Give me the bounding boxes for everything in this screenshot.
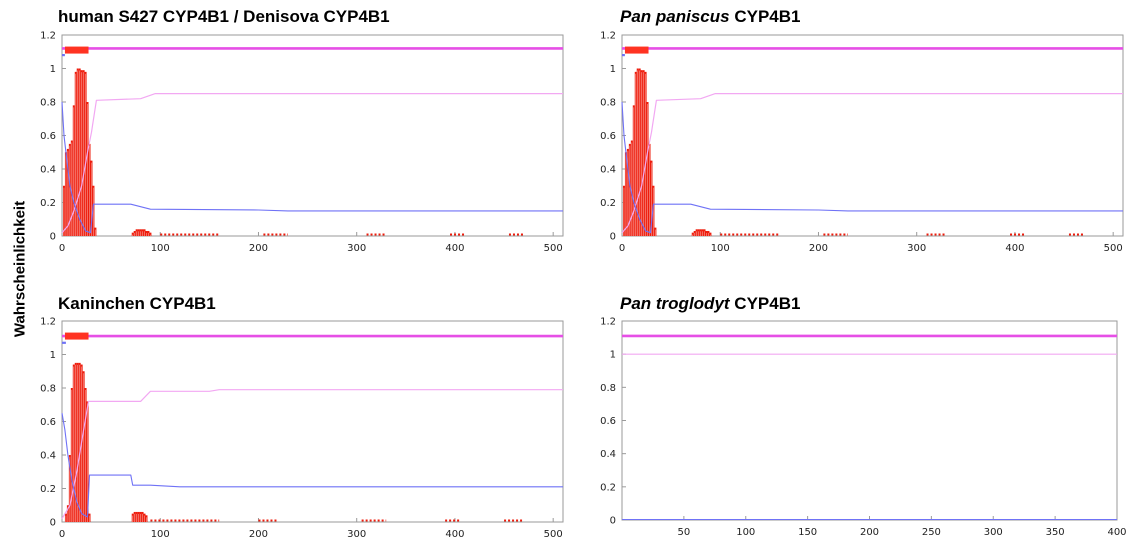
- y-tick-label: 1: [50, 350, 56, 361]
- probability-bar: [131, 232, 134, 236]
- chart-panel-human-denisova: human S427 CYP4B1 / Denisova CYP4B1 0 0.2…: [0, 0, 570, 270]
- chart-svg: 0 0.2 0.4 0.6 0.8 1 1.2 0 100 200 300 400 500: [40, 317, 564, 539]
- x-tick-label: 200: [249, 529, 268, 539]
- y-tick-label: 0.2: [40, 198, 56, 209]
- x-tick-label: 100: [736, 527, 755, 538]
- y-tick-label: 0: [610, 516, 616, 527]
- x-tick-label: 500: [544, 243, 563, 254]
- panel-title: human S427 CYP4B1 / Denisova CYP4B1: [58, 7, 390, 27]
- x-tick-label: 400: [445, 243, 464, 254]
- x-tick-label: 100: [151, 243, 170, 254]
- x-tick-label: 400: [1005, 243, 1024, 254]
- probability-bar: [691, 232, 694, 236]
- series-line-blue: [621, 101, 1123, 234]
- x-tick-label: 100: [151, 529, 170, 539]
- x-tick-label: 100: [711, 243, 730, 254]
- signal-marker-bar: [624, 46, 649, 54]
- panel-title-suffix: CYP4B1: [729, 7, 801, 26]
- y-tick-label: 0: [610, 232, 616, 243]
- x-tick-label: 500: [1104, 243, 1123, 254]
- y-tick-label: 0: [50, 232, 56, 243]
- signal-marker-bar: [64, 46, 89, 54]
- x-tick-label: 200: [249, 243, 268, 254]
- series-line-thin-pink: [621, 92, 1123, 234]
- chart-panel-pan-troglodyt: Pan troglodyt CYP4B1 0 0.2 0.4 0.6 0.8 1 1.2 50…: [560, 285, 1131, 539]
- series-line-thin-pink: [61, 92, 563, 234]
- y-tick-label: 1.2: [40, 317, 56, 328]
- y-tick-label: 1: [50, 64, 56, 75]
- x-tick-label: 400: [445, 529, 464, 539]
- chart-svg: 0 0.2 0.4 0.6 0.8 1 1.2 0 100 200 300 400 500: [600, 31, 1124, 254]
- series-line-blue: [61, 101, 563, 234]
- panel-title: Kaninchen CYP4B1: [58, 294, 216, 314]
- x-tick-label: 400: [1107, 527, 1126, 538]
- x-tick-label: 0: [619, 243, 625, 254]
- x-tick-label: 200: [860, 527, 879, 538]
- y-tick-label: 0.4: [40, 451, 56, 462]
- x-tick-label: 300: [984, 527, 1003, 538]
- x-tick-label: 150: [798, 527, 817, 538]
- x-tick-label: 50: [678, 527, 691, 538]
- chart-svg: 0 0.2 0.4 0.6 0.8 1 1.2 50 100 150 200 250 300 350 400: [600, 317, 1126, 539]
- y-tick-label: 0.8: [600, 98, 616, 109]
- x-tick-label: 300: [347, 529, 366, 539]
- chart-panel-kaninchen: Kaninchen CYP4B1 0 0.2 0.4 0.6 0.8 1 1.2 0 100 20…: [0, 285, 570, 539]
- y-tick-label: 1: [610, 350, 616, 361]
- plot-frame: [621, 320, 1118, 521]
- y-tick-label: 0.4: [600, 165, 616, 176]
- y-tick-label: 0.8: [600, 383, 616, 394]
- x-tick-label: 0: [59, 529, 65, 539]
- y-tick-label: 0.6: [40, 417, 56, 428]
- y-tick-label: 1.2: [600, 31, 616, 42]
- y-tick-label: 0.6: [600, 131, 616, 142]
- panel-title-italic: Pan paniscus: [620, 7, 730, 26]
- y-tick-label: 0.8: [40, 384, 56, 395]
- y-tick-label: 1.2: [600, 317, 616, 328]
- y-tick-label: 0: [50, 518, 56, 529]
- y-tick-label: 0.4: [40, 165, 56, 176]
- panel-title-main: Kaninchen CYP4B1: [58, 294, 216, 313]
- probability-bar: [149, 232, 152, 236]
- panel-title-suffix: CYP4B1: [729, 294, 801, 313]
- panel-title: Pan paniscus CYP4B1: [620, 7, 800, 27]
- y-tick-label: 1.2: [40, 31, 56, 42]
- panel-title-main: human S427 CYP4B1 / Denisova CYP4B1: [58, 7, 390, 26]
- y-tick-label: 0.4: [600, 449, 616, 460]
- y-tick-label: 0.2: [40, 484, 56, 495]
- plot-frame: [61, 320, 564, 523]
- probability-bar: [709, 232, 712, 236]
- plot-frame: [621, 34, 1124, 237]
- chart-panel-pan-paniscus: Pan paniscus CYP4B1 0 0.2 0.4 0.6 0.8 1 1.2 0 10…: [560, 0, 1131, 270]
- y-tick-label: 0.2: [600, 198, 616, 209]
- signal-marker-bar: [64, 332, 89, 340]
- x-tick-label: 350: [1046, 527, 1065, 538]
- series-line-blue: [61, 413, 563, 518]
- y-tick-label: 0.6: [600, 416, 616, 427]
- y-tick-label: 1: [610, 64, 616, 75]
- x-tick-label: 200: [809, 243, 828, 254]
- y-tick-label: 0.8: [40, 98, 56, 109]
- panel-title: Pan troglodyt CYP4B1: [620, 294, 800, 314]
- x-tick-label: 250: [922, 527, 941, 538]
- x-tick-label: 300: [907, 243, 926, 254]
- x-tick-label: 0: [59, 243, 65, 254]
- chart-svg: 0 0.2 0.4 0.6 0.8 1 1.2 0 100 200 300 400 500: [40, 31, 564, 254]
- y-tick-label: 0.6: [40, 131, 56, 142]
- panel-title-italic: Pan troglodyt: [620, 294, 730, 313]
- plot-frame: [61, 34, 564, 237]
- x-tick-label: 500: [544, 529, 563, 539]
- x-tick-label: 300: [347, 243, 366, 254]
- y-tick-label: 0.2: [600, 482, 616, 493]
